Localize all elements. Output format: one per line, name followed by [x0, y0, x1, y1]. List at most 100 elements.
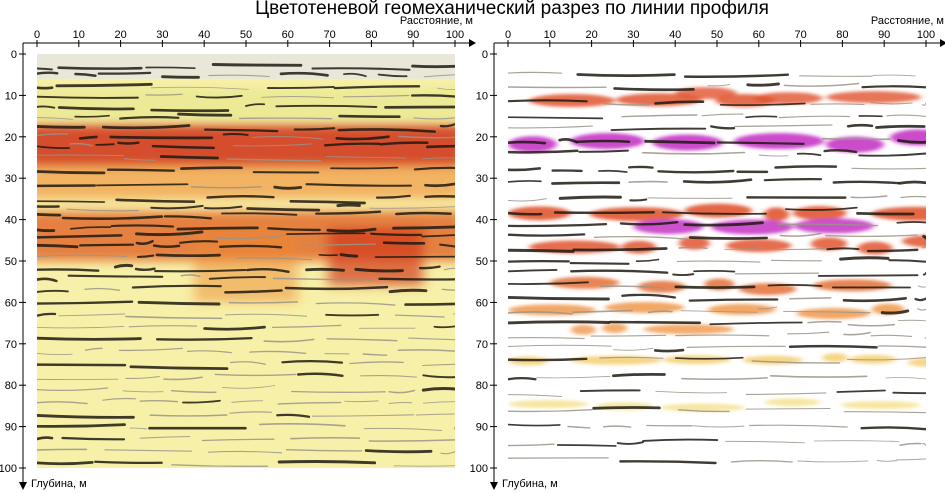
right-layer-line	[508, 376, 537, 381]
left-layer-line	[228, 301, 299, 304]
right-layer-line	[613, 87, 695, 92]
left-layer-line	[426, 144, 455, 149]
left-layer-line	[354, 267, 404, 273]
left-y-tick-label: 60	[5, 297, 17, 309]
left-layer-line	[150, 86, 249, 90]
right-layer-line	[693, 269, 736, 273]
right-y-tick-label: 100	[470, 463, 488, 475]
left-layer-line	[404, 302, 455, 306]
left-layer-line	[186, 350, 233, 354]
right-x-tick-label: 10	[544, 29, 556, 41]
right-layer-line	[551, 181, 621, 185]
left-layer-line	[370, 232, 423, 237]
right-layer-line	[733, 124, 833, 128]
left-layer-line	[37, 352, 73, 355]
right-x-tick-label: 20	[585, 29, 597, 41]
right-layer-line	[627, 165, 654, 169]
right-layer-line	[558, 137, 578, 144]
left-layer-line	[203, 325, 266, 331]
left-layer-line	[236, 257, 313, 261]
right-layer-line	[508, 311, 573, 315]
left-layer-line	[201, 438, 275, 442]
right-layer-line	[922, 234, 926, 240]
left-layer-line	[97, 71, 152, 75]
left-layer-line	[84, 347, 103, 351]
left-layer-line	[382, 241, 426, 245]
left-layer-line	[411, 64, 455, 69]
left-layer-line	[285, 449, 363, 452]
left-layer-line	[145, 93, 183, 96]
right-y-tick-label: 90	[476, 422, 488, 434]
right-layer-line	[602, 425, 632, 428]
right-layer-line	[843, 411, 926, 414]
right-layer-line	[783, 82, 860, 87]
right-x-tick-label: 50	[711, 29, 723, 41]
right-layer-line	[572, 309, 633, 314]
right-layer-line	[578, 149, 629, 153]
left-layer-line	[343, 94, 410, 98]
left-layer-line	[229, 411, 273, 414]
left-layer-line	[397, 349, 455, 352]
left-layer-line	[211, 63, 303, 67]
left-layer-line	[155, 253, 221, 258]
left-x-tick-label: 10	[73, 29, 85, 41]
left-layer-line	[423, 74, 455, 78]
left-layer-line	[440, 451, 455, 455]
right-x-tick-label: 80	[836, 29, 848, 41]
left-layer-line	[374, 255, 455, 258]
right-lens	[589, 207, 684, 222]
right-layer-line	[773, 248, 826, 251]
left-layer-line	[246, 268, 290, 273]
right-layer-line	[921, 244, 926, 249]
left-layer-line	[339, 253, 359, 258]
left-layer-line	[163, 215, 213, 220]
left-layer-line	[37, 401, 88, 405]
right-layer-line	[707, 84, 731, 87]
right-layer-line	[701, 113, 744, 117]
left-layer-line	[222, 133, 249, 136]
left-layer-line	[261, 95, 335, 99]
right-layer-line	[922, 443, 926, 446]
right-layer-line	[896, 221, 926, 224]
left-layer-line	[203, 128, 279, 133]
left-layer-line	[37, 413, 135, 419]
axes-right: 0 10 20 30 40 50 60 70 80 90 100 0 10 20 30 40 50 60 70 80 9…	[470, 15, 945, 490]
right-lens	[822, 353, 848, 363]
right-layer-line	[730, 460, 793, 463]
right-layer-line	[870, 334, 913, 337]
left-layer-line	[37, 67, 53, 71]
right-layer-line	[745, 408, 831, 410]
right-layer-line	[672, 273, 695, 277]
right-layer-line	[508, 443, 555, 447]
left-layer-line	[330, 166, 399, 170]
right-layer-line	[508, 180, 542, 183]
left-layer-line	[421, 157, 455, 160]
right-layer-line	[508, 248, 575, 253]
left-y-tick-label: 70	[5, 339, 17, 351]
left-layer-line	[58, 313, 126, 317]
right-layer-line	[870, 102, 913, 105]
right-lens	[764, 398, 820, 407]
left-layer-line	[37, 117, 74, 120]
left-layer-line	[272, 277, 374, 281]
left-layer-line	[413, 166, 455, 171]
right-layer-line	[628, 180, 668, 183]
right-layer-line	[592, 406, 661, 410]
left-layer-line	[190, 186, 262, 189]
left-x-axis-arrow	[469, 39, 476, 47]
right-lens	[753, 92, 823, 105]
left-layer-line	[394, 314, 445, 318]
left-layer-line	[37, 71, 59, 75]
left-layer-line	[131, 284, 222, 289]
right-layer-line	[567, 425, 591, 429]
right-layer-line	[621, 114, 698, 118]
left-x-tick-label: 40	[198, 29, 210, 41]
left-layer-line	[359, 375, 418, 378]
right-layer-line	[683, 221, 764, 227]
right-layer-line	[599, 356, 664, 359]
right-layer-line	[575, 139, 631, 144]
right-layer-line	[825, 234, 918, 238]
left-layer-line	[55, 82, 153, 88]
left-y-tick-label: 0	[11, 49, 17, 61]
left-layer-line	[69, 226, 112, 230]
